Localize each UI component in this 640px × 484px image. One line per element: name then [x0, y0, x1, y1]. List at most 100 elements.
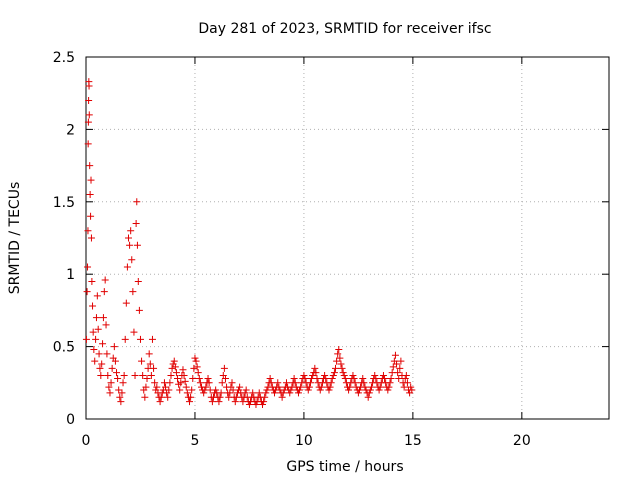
data-point	[145, 350, 153, 358]
data-point	[249, 389, 257, 397]
data-point	[301, 374, 309, 382]
data-point	[166, 379, 174, 387]
data-point	[386, 379, 394, 387]
data-point	[365, 389, 373, 397]
data-point	[262, 389, 270, 397]
data-point	[186, 398, 194, 406]
data-point	[376, 383, 384, 391]
data-point	[403, 379, 411, 387]
data-point	[341, 374, 349, 382]
data-point	[121, 335, 129, 343]
data-point	[127, 227, 135, 235]
data-point	[143, 374, 151, 382]
data-point	[124, 234, 132, 242]
data-point	[132, 220, 140, 228]
data-point	[92, 335, 100, 343]
data-point	[136, 335, 144, 343]
data-point	[94, 325, 102, 333]
data-point	[164, 393, 172, 401]
data-point	[330, 369, 338, 377]
data-point	[345, 386, 353, 394]
data-point	[267, 379, 275, 387]
data-point	[393, 360, 401, 368]
data-point	[200, 389, 208, 397]
data-point	[266, 374, 274, 382]
data-point	[333, 357, 341, 365]
data-point	[375, 386, 383, 394]
data-point	[110, 343, 118, 351]
data-point	[91, 357, 99, 365]
data-point	[396, 364, 404, 372]
data-point	[105, 383, 113, 391]
data-point	[85, 111, 93, 119]
data-point	[334, 350, 342, 358]
data-point	[361, 383, 369, 391]
data-point	[115, 386, 123, 394]
data-point	[327, 379, 335, 387]
data-point	[397, 357, 405, 365]
data-point	[329, 372, 337, 380]
data-point	[157, 393, 165, 401]
data-point	[174, 374, 182, 382]
data-point	[305, 383, 313, 391]
data-point	[385, 383, 393, 391]
data-point	[168, 364, 176, 372]
data-point	[101, 276, 109, 284]
data-point	[108, 364, 116, 372]
data-point	[100, 288, 108, 296]
data-point	[162, 383, 170, 391]
data-point	[221, 374, 229, 382]
data-point	[97, 372, 105, 380]
data-point	[183, 389, 191, 397]
data-point	[116, 393, 124, 401]
data-point	[131, 372, 139, 380]
data-point	[270, 389, 278, 397]
data-point	[321, 372, 329, 380]
y-tick-label: 2	[66, 122, 75, 138]
data-point	[188, 386, 196, 394]
data-point	[120, 372, 128, 380]
data-point	[195, 374, 203, 382]
data-point	[236, 383, 244, 391]
data-point	[87, 212, 95, 220]
data-point	[252, 401, 260, 409]
data-point	[151, 379, 159, 387]
data-point	[85, 96, 93, 104]
data-point	[171, 363, 179, 371]
data-point	[372, 374, 380, 382]
data-point	[90, 345, 98, 353]
data-point	[167, 372, 175, 380]
data-point	[297, 383, 305, 391]
data-point	[133, 198, 141, 206]
data-point	[339, 369, 347, 377]
data-point	[93, 292, 101, 300]
axis-ticks: 0 0.5 1 1.5 2 2.5 0 5 10 15 20	[53, 50, 609, 449]
data-point	[294, 389, 302, 397]
data-point	[218, 379, 226, 387]
data-point	[316, 386, 324, 394]
x-tick-label: 10	[295, 433, 313, 449]
data-point	[216, 393, 224, 401]
data-point	[391, 351, 399, 359]
data-point	[165, 386, 173, 394]
data-point	[360, 379, 368, 387]
y-tick-label: 0.5	[53, 340, 75, 356]
data-point	[325, 386, 333, 394]
data-point	[384, 386, 392, 394]
data-point	[82, 335, 90, 343]
data-point	[103, 350, 111, 358]
data-point	[395, 374, 403, 382]
data-point	[106, 389, 114, 397]
data-point	[317, 383, 325, 391]
data-points	[82, 78, 416, 409]
data-point	[138, 357, 146, 365]
data-point	[205, 379, 213, 387]
data-point	[355, 386, 363, 394]
data-point	[332, 364, 340, 372]
data-point	[176, 386, 184, 394]
data-point	[354, 389, 362, 397]
data-point	[202, 383, 210, 391]
data-point	[212, 386, 220, 394]
data-point	[130, 328, 138, 336]
